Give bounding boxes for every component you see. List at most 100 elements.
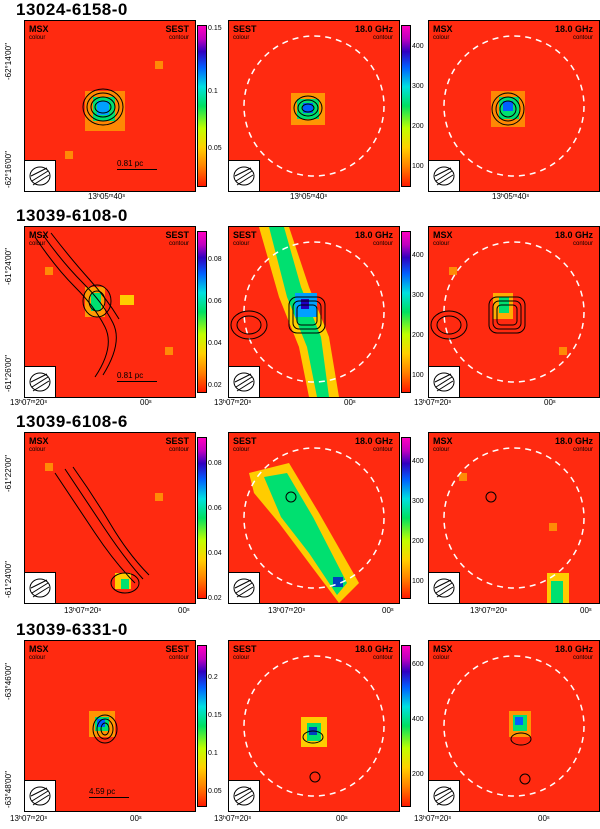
scale-bar: 0.81 pc: [117, 371, 157, 382]
ra-label: 00ˢ: [538, 814, 550, 823]
map-image: [243, 447, 385, 603]
colorbar-tick: 400: [412, 716, 424, 723]
ra-label: 00ˢ: [382, 606, 394, 615]
dec-label: -63°48'00'': [4, 770, 13, 808]
panel-left-label: MSX colour: [29, 24, 49, 42]
panel-right-label: SEST contour: [165, 230, 189, 248]
colorbar-tick: 0.08: [208, 256, 222, 263]
colorbar: [401, 437, 411, 599]
colorbar-tick: 300: [412, 498, 424, 505]
colorbar-tick: 100: [412, 163, 424, 170]
msx-sest-panel: MSX colour SEST contour: [24, 432, 196, 604]
colorbar-tick: 200: [412, 538, 424, 545]
ra-label: 13ʰ05ᵐ40ˢ: [492, 192, 530, 201]
beam-icon: [229, 366, 260, 397]
ra-label: 00ˢ: [178, 606, 190, 615]
dec-label: -61°24'00'': [4, 560, 13, 598]
map-image: [243, 35, 385, 177]
panel-right-label: 18.0 GHz contour: [354, 644, 393, 662]
colorbar-tick: 400: [412, 252, 424, 259]
sest-18ghz-panel: SEST colour 18.0 GHz contour: [228, 226, 400, 398]
beam-icon: [429, 572, 460, 603]
ra-label: 13ʰ07ᵐ20ˢ: [10, 398, 48, 407]
msx-sest-panel: MSX colour SEST contour 0.81 pc: [24, 20, 196, 192]
panel-left-label: SEST colour: [233, 644, 257, 662]
panel-right-label: SEST contour: [165, 436, 189, 454]
panel-right-label: SEST contour: [165, 24, 189, 42]
colorbar-tick: 0.02: [208, 382, 222, 389]
panel-left-label: MSX colour: [433, 24, 453, 42]
beam-icon: [25, 160, 56, 191]
colorbar-tick: 100: [412, 578, 424, 585]
ra-label: 13ʰ05ᵐ40ˢ: [290, 192, 328, 201]
map-image: [34, 232, 173, 378]
dec-label: -61°26'00'': [4, 354, 13, 392]
map-image: [45, 463, 163, 594]
panel-left-label: SEST colour: [233, 24, 257, 42]
colorbar: [401, 231, 411, 393]
sest-18ghz-panel: SEST colour 18.0 GHz contour: [228, 432, 400, 604]
beam-icon: [429, 366, 460, 397]
ra-label: 13ʰ07ᵐ20ˢ: [414, 398, 452, 407]
panel-left-label: MSX colour: [433, 644, 453, 662]
colorbar-tick: 300: [412, 83, 424, 90]
dec-label: -63°46'00'': [4, 662, 13, 700]
ra-label: 13ʰ07ᵐ20ˢ: [10, 814, 48, 823]
map-image: [230, 227, 385, 397]
source-title: 13039-6331-0: [16, 620, 128, 639]
ra-label: 13ʰ05ᵐ40ˢ: [88, 192, 126, 201]
msx-18ghz-panel: MSX colour 18.0 GHz contour: [428, 432, 600, 604]
colorbar-tick: 0.15: [208, 25, 222, 32]
msx-18ghz-panel: MSX colour 18.0 GHz contour: [428, 20, 600, 192]
colorbar-tick: 0.04: [208, 340, 222, 347]
dec-label: -61°24'00'': [4, 247, 13, 285]
beam-icon: [25, 780, 56, 811]
ra-label: 00ˢ: [544, 398, 556, 407]
ra-label: 00ˢ: [580, 606, 592, 615]
scale-bar: 4.59 pc: [89, 787, 129, 798]
colorbar-tick: 300: [412, 292, 424, 299]
map-image: [243, 655, 385, 797]
ra-label: 13ʰ07ᵐ20ˢ: [214, 398, 252, 407]
colorbar: [197, 437, 207, 599]
colorbar-tick: 0.15: [208, 712, 222, 719]
panel-left-label: MSX colour: [433, 436, 453, 454]
ra-label: 13ʰ07ᵐ20ˢ: [64, 606, 102, 615]
ra-label: 00ˢ: [140, 398, 152, 407]
beam-icon: [229, 780, 260, 811]
colorbar-tick: 0.05: [208, 788, 222, 795]
colorbar-tick: 200: [412, 771, 424, 778]
beam-icon: [229, 160, 260, 191]
colorbar: [197, 645, 207, 807]
colorbar-tick: 200: [412, 332, 424, 339]
colorbar-tick: 200: [412, 123, 424, 130]
panel-left-label: MSX colour: [433, 230, 453, 248]
source-title: 13024-6158-0: [16, 0, 128, 19]
msx-sest-panel: MSX colour SEST contour 4.59 pc: [24, 640, 196, 812]
dec-label: -62°14'00'': [4, 42, 13, 80]
colorbar: [197, 25, 207, 187]
panel-right-label: 18.0 GHz contour: [354, 230, 393, 248]
dec-label: -61°22'00'': [4, 454, 13, 492]
panel-right-label: 18.0 GHz contour: [354, 24, 393, 42]
colorbar-tick: 100: [412, 372, 424, 379]
colorbar-tick: 0.02: [208, 595, 222, 602]
ra-label: 13ʰ07ᵐ20ˢ: [470, 606, 508, 615]
msx-18ghz-panel: MSX colour 18.0 GHz contour: [428, 640, 600, 812]
map-image: [443, 35, 585, 177]
beam-icon: [429, 780, 460, 811]
map-image: [89, 711, 118, 744]
ra-label: 13ʰ07ᵐ20ˢ: [268, 606, 306, 615]
source-title: 13039-6108-0: [16, 206, 128, 225]
ra-label: 00ˢ: [130, 814, 142, 823]
colorbar: [401, 25, 411, 187]
panel-right-label: 18.0 GHz contour: [554, 436, 593, 454]
beam-icon: [25, 572, 56, 603]
colorbar-tick: 0.06: [208, 505, 222, 512]
colorbar-tick: 400: [412, 458, 424, 465]
panel-left-label: SEST colour: [233, 230, 257, 248]
sest-18ghz-panel: SEST colour 18.0 GHz contour: [228, 20, 400, 192]
map-image: [430, 241, 585, 383]
colorbar-tick: 0.1: [208, 750, 218, 757]
map-image: [65, 61, 163, 159]
